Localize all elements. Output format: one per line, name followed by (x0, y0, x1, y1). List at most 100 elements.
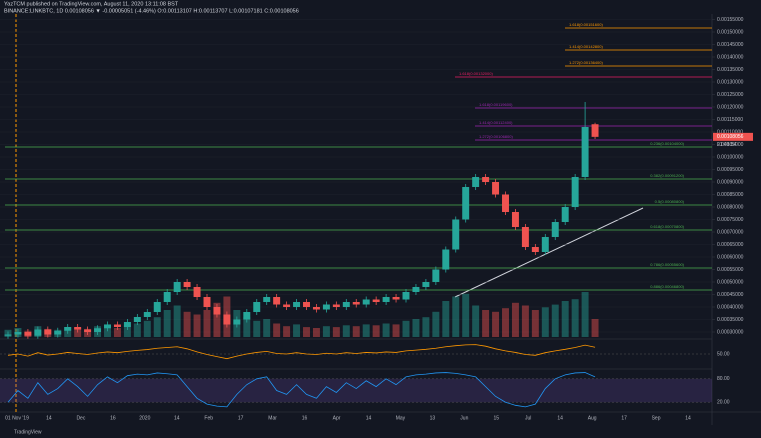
candle-body (422, 282, 430, 287)
x-tick-label: 14 (174, 415, 180, 421)
candle-body (392, 297, 400, 300)
candle-body (332, 304, 340, 307)
volume-bar (253, 320, 261, 337)
y-tick-label: 0.00060000 (717, 254, 744, 260)
volume-bar (442, 301, 450, 337)
fib-label: 1.272(0.00136400) (569, 60, 603, 65)
candle-body (591, 124, 599, 137)
candle-body (402, 292, 410, 300)
volume-bar (482, 310, 490, 337)
y-tick-label: 0.00065000 (717, 242, 744, 248)
y-tick-label: 0.00040000 (717, 304, 744, 310)
volume-bar (193, 314, 201, 337)
candle-body (322, 304, 330, 310)
volume-bar (382, 323, 390, 337)
stoch-band (0, 378, 712, 403)
y-tick-label: 0.00100000 (717, 154, 744, 160)
y-tick-label: 0.00115000 (717, 117, 743, 123)
x-tick-label: 17 (238, 415, 244, 421)
candle-body (183, 282, 191, 287)
candle-body (412, 287, 420, 292)
volume-bar (492, 311, 500, 337)
candle-body (472, 177, 480, 187)
candle-body (253, 302, 261, 312)
volume-bar (263, 319, 271, 337)
fib-label: 0.236(0.00104000) (650, 141, 684, 146)
x-tick-label: 16 (110, 415, 116, 421)
x-tick-label: Dec (76, 415, 85, 421)
candle-body (94, 328, 102, 332)
candle-body (293, 302, 301, 307)
candle-body (442, 249, 450, 270)
candle-body (54, 330, 62, 335)
volume-bar (283, 326, 291, 337)
volume-bar (462, 293, 470, 337)
volume-bar (312, 328, 320, 337)
candle-body (541, 237, 549, 252)
volume-bar (143, 320, 151, 337)
volume-bar (571, 299, 579, 337)
volume-bar (153, 317, 161, 337)
y-tick-label: 0.00110000 (717, 129, 743, 135)
x-tick-label: Jun (460, 415, 468, 421)
volume-bar (322, 326, 330, 337)
volume-bar (133, 323, 141, 337)
footer: TradingView (14, 429, 42, 435)
volume-bar (502, 308, 509, 337)
candle-body (263, 297, 271, 302)
volume-bar (173, 305, 181, 337)
price-tag-label: 0.00108056 (717, 134, 744, 140)
y-tick-label: 0.00095000 (717, 167, 744, 173)
candle-body (432, 269, 440, 282)
x-tick-label: Sep (652, 415, 661, 421)
candle-body (382, 297, 390, 302)
candle-body (581, 127, 589, 177)
volume-bar (203, 310, 211, 337)
candle-body (153, 302, 161, 312)
candle-body (482, 177, 490, 182)
fib-label: 0.786(0.00055600) (650, 262, 684, 267)
volume-bar (591, 319, 599, 337)
rsi-line (7, 344, 596, 360)
fib-label: 0.618(0.00070800) (650, 224, 684, 229)
candle-body (521, 227, 529, 247)
candle-body (74, 327, 82, 330)
y-tick-label: 0.00150000 (717, 29, 744, 35)
candle-body (362, 299, 370, 305)
x-tick-label: 15 (494, 415, 500, 421)
candle-body (213, 307, 221, 315)
y-tick-label: 0.00075000 (717, 217, 744, 223)
volume-bar (362, 324, 370, 337)
fib-label: 1.618(0.00119600) (479, 102, 513, 107)
volume-bar (293, 324, 301, 337)
stoch-tick-label: 80.00 (717, 376, 730, 382)
volume-bar (521, 305, 529, 337)
volume-bar (372, 325, 380, 337)
candle-body (64, 327, 72, 331)
y-tick-label: 0.00055000 (717, 267, 744, 273)
volume-bar (561, 301, 569, 337)
x-tick-label: 2020 (139, 415, 150, 421)
candle-body (551, 222, 559, 237)
candle-body (163, 292, 171, 302)
y-tick-label: 0.00045000 (717, 292, 744, 298)
candle-body (84, 329, 92, 332)
candle-body (511, 212, 519, 227)
candle-body (143, 312, 151, 317)
y-tick-label: 0.00145000 (717, 42, 744, 48)
candle-body (14, 332, 22, 335)
x-tick-label: Feb (204, 415, 213, 421)
stoch-line (7, 372, 596, 408)
candle-body (133, 317, 141, 322)
candle-body (173, 282, 181, 292)
candle-body (492, 182, 500, 195)
y-tick-label: 0.00085000 (717, 192, 744, 198)
candle-body (34, 329, 42, 336)
volume-bar (113, 328, 121, 337)
fib-label: 1.414(0.00112400) (479, 120, 513, 125)
candle-body (452, 219, 460, 250)
candle-body (243, 312, 251, 320)
candle-body (342, 302, 350, 307)
volume-bar (342, 325, 350, 337)
x-tick-label: 14 (685, 415, 691, 421)
